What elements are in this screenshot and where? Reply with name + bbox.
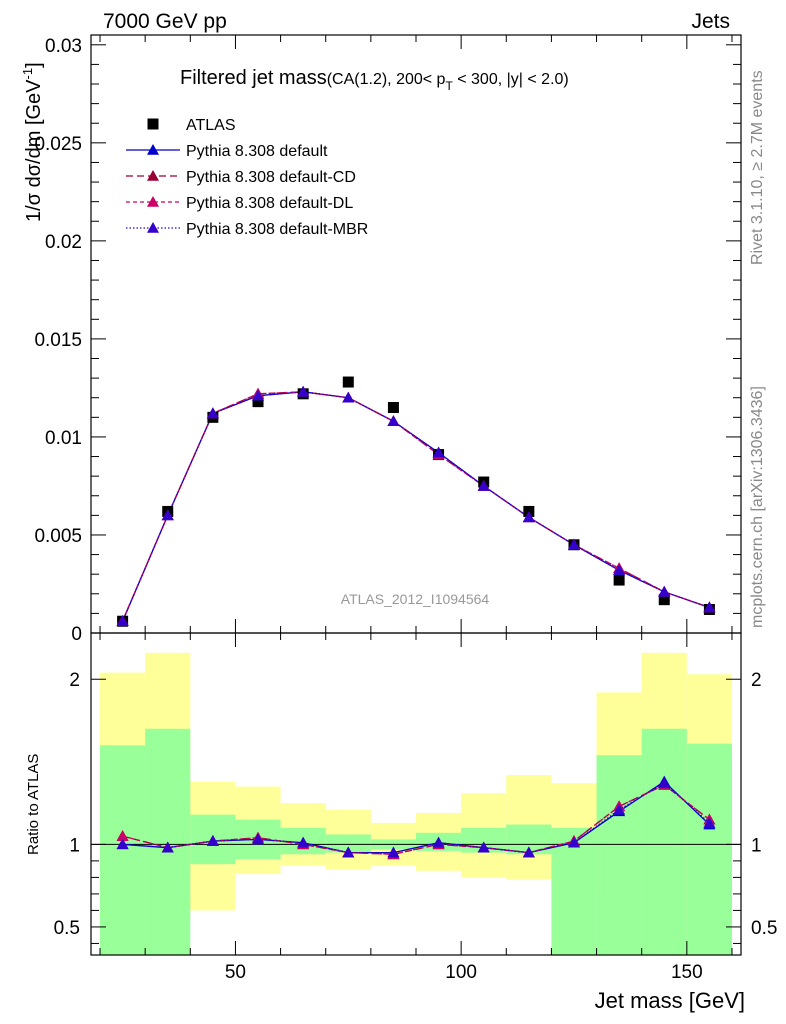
ratio-band-inner xyxy=(100,745,146,955)
ratio-point xyxy=(613,803,626,815)
legend-label: Pythia 8.308 default-CD xyxy=(186,169,356,186)
ratio-y-tick-label: 2 xyxy=(69,670,80,691)
ratio-point xyxy=(342,846,355,858)
mc-point xyxy=(522,511,535,523)
legend-marker-atlas xyxy=(147,118,159,130)
plot-title-sub-script: T xyxy=(445,79,453,93)
y-tick-label: 0.03 xyxy=(45,36,82,57)
ratio-series-lines xyxy=(116,775,716,860)
legend-marker xyxy=(147,196,159,207)
mc-point xyxy=(161,509,174,521)
mc-point xyxy=(477,479,490,491)
ratio-point xyxy=(116,830,129,841)
mc-line xyxy=(121,391,710,622)
ratio-y-tick-label: 0.5 xyxy=(54,918,80,939)
x-tick-label: 150 xyxy=(671,962,703,983)
y-tick-label: 0 xyxy=(71,624,82,645)
ratio-band-inner xyxy=(641,728,687,955)
mcplots-label: mcplots.cern.ch [arXiv:1306.3436] xyxy=(749,386,766,628)
ratio-y-axis-label: Ratio to ATLAS xyxy=(25,754,42,855)
ratio-point xyxy=(432,836,445,848)
ratio-point xyxy=(703,816,716,828)
main-y-axis-label-end: ] xyxy=(23,62,45,68)
mc-point xyxy=(613,564,626,576)
y-tick-label: 0.025 xyxy=(34,134,82,155)
legend-label: Pythia 8.308 default xyxy=(186,143,328,160)
ratio-band-inner xyxy=(596,755,642,955)
atlas-data-point xyxy=(658,594,670,606)
mc-point xyxy=(342,391,355,403)
main-axes: 0 0.005 0.01 0.015 0.02 0.025 0.03 xyxy=(34,34,742,647)
atlas-data-point xyxy=(613,574,625,586)
legend-label: Pythia 8.308 default-MBR xyxy=(186,221,368,238)
atlas-data-point xyxy=(342,376,354,388)
ratio-point xyxy=(477,841,490,853)
mc-point xyxy=(297,385,310,397)
mc-point xyxy=(116,615,129,627)
mc-point xyxy=(206,407,219,419)
x-tick-label: 100 xyxy=(445,962,477,983)
ratio-point xyxy=(161,841,174,853)
plot-title-main: Filtered jet mass xyxy=(180,67,327,89)
ratio-y-tick-label-right: 2 xyxy=(751,670,762,691)
y-tick-label: 0.015 xyxy=(34,330,82,351)
main-y-axis-label-text: 1/σ dσ/dm [GeV xyxy=(23,79,45,222)
atlas-data-point xyxy=(252,396,264,408)
ratio-point xyxy=(116,838,129,850)
legend-marker xyxy=(147,144,159,155)
ratio-line xyxy=(122,782,710,854)
legend-label: ATLAS xyxy=(186,117,236,134)
mc-point xyxy=(658,585,671,597)
plot-title-sub-end: < 300, |y| < 2.0) xyxy=(453,71,569,88)
plot-title: Filtered jet mass(CA(1.2), 200< pT < 300… xyxy=(180,67,569,93)
mc-point xyxy=(567,538,580,550)
mc-point xyxy=(252,389,265,401)
legend-marker xyxy=(147,222,159,233)
ratio-point xyxy=(658,777,671,789)
main-markers xyxy=(116,376,716,627)
y-tick-label: 0.005 xyxy=(34,526,82,547)
ratio-band-inner xyxy=(325,834,371,853)
mc-line xyxy=(121,391,710,622)
legend-label: Pythia 8.308 default-DL xyxy=(186,195,353,212)
ratio-axes: 50 100 150 0.5 0.5 1 1 2 2 xyxy=(54,632,777,983)
legend: ATLAS Pythia 8.308 default Pythia 8.308 de… xyxy=(126,117,368,238)
ratio-bands xyxy=(91,652,741,955)
ratio-point xyxy=(522,846,535,858)
mc-point xyxy=(703,601,716,613)
ratio-point xyxy=(252,833,265,845)
header-right: Jets xyxy=(691,10,730,33)
plot-title-sub: (CA(1.2), 200< p xyxy=(327,71,446,88)
ratio-y-tick-label-right: 0.5 xyxy=(751,918,777,939)
legend-marker xyxy=(147,170,159,181)
main-series-lines xyxy=(121,391,710,622)
ratio-point xyxy=(206,835,219,846)
y-tick-label: 0.02 xyxy=(45,232,82,253)
mc-line xyxy=(121,391,710,622)
x-axis-label: Jet mass [GeV] xyxy=(595,988,745,1013)
rivet-label: Rivet 3.1.10, ≥ 2.7M events xyxy=(749,70,766,265)
header-left: 7000 GeV pp xyxy=(103,10,227,33)
mc-point xyxy=(387,415,400,427)
ratio-point xyxy=(567,836,580,848)
analysis-watermark: ATLAS_2012_I1094564 xyxy=(341,591,490,607)
ratio-point xyxy=(387,846,400,858)
ratio-y-tick-label-right: 1 xyxy=(751,835,762,856)
ratio-y-tick-label: 1 xyxy=(69,835,80,856)
mc-line xyxy=(121,391,710,622)
ratio-band-inner xyxy=(551,827,597,955)
atlas-data-point xyxy=(387,402,399,414)
ratio-point xyxy=(297,836,310,848)
main-y-axis-label-sup: -1 xyxy=(20,68,35,80)
y-tick-label: 0.01 xyxy=(45,428,82,449)
main-y-axis-label: 1/σ dσ/dm [GeV-1] xyxy=(20,62,45,222)
mc-point xyxy=(432,446,445,458)
x-tick-label: 50 xyxy=(225,962,246,983)
ratio-band-inner xyxy=(686,743,732,955)
